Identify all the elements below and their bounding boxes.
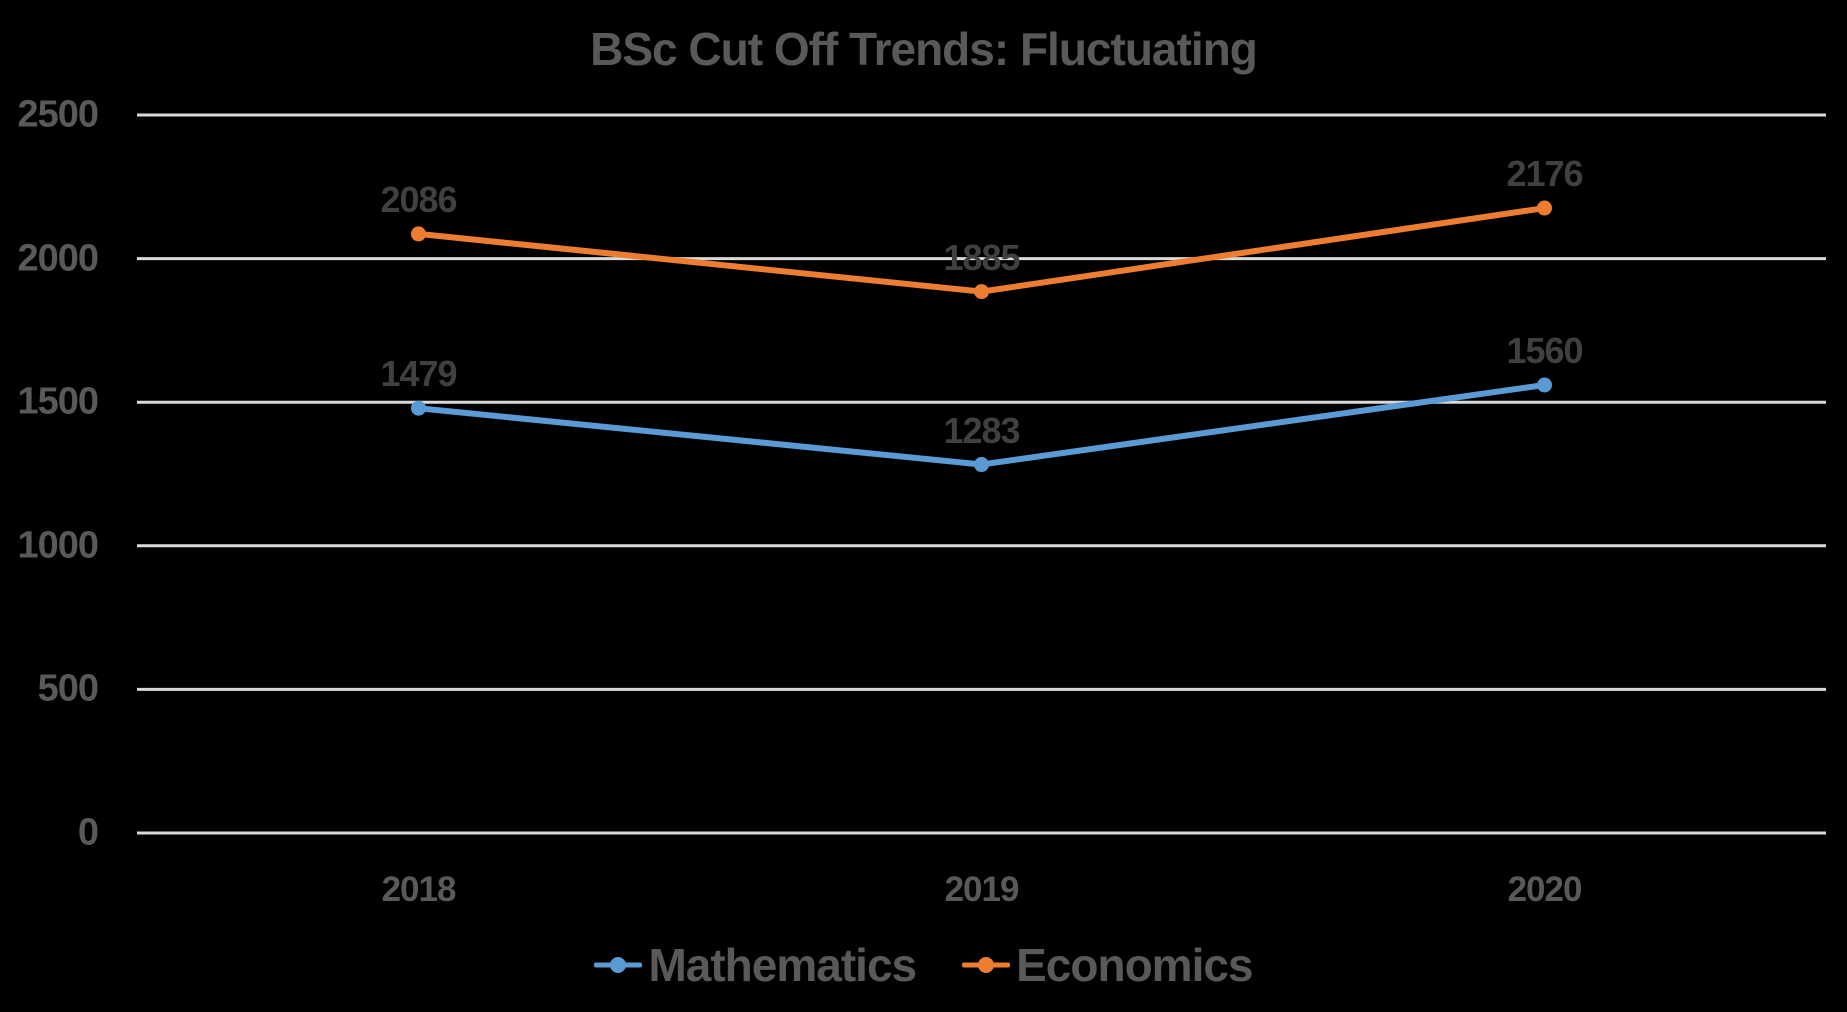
x-tick-label: 2019 xyxy=(944,870,1020,909)
marker-economics-2020 xyxy=(1537,200,1552,216)
x-tick-label: 2020 xyxy=(1507,870,1583,909)
y-tick-label: 500 xyxy=(37,667,99,710)
marker-mathematics-2018 xyxy=(411,400,426,416)
chart-title: BSc Cut Off Trends: Fluctuating xyxy=(590,23,1258,75)
data-label-economics-2020: 2176 xyxy=(1506,153,1583,195)
legend-label: Mathematics xyxy=(648,939,917,991)
marker-mathematics-2020 xyxy=(1537,377,1552,393)
marker-economics-2019 xyxy=(974,284,989,300)
marker-economics-2018 xyxy=(411,226,426,242)
data-label-mathematics-2019: 1283 xyxy=(943,409,1020,451)
data-label-economics-2018: 2086 xyxy=(380,178,457,220)
y-tick-label: 2500 xyxy=(17,93,99,136)
y-tick-label: 0 xyxy=(77,811,99,854)
y-tick-label: 1000 xyxy=(17,524,99,567)
y-tick-label: 2000 xyxy=(17,237,99,280)
y-tick-label: 1500 xyxy=(17,380,99,423)
data-label-economics-2019: 1885 xyxy=(943,236,1020,278)
legend-line-marker-icon xyxy=(594,956,643,974)
data-label-mathematics-2020: 1560 xyxy=(1506,329,1583,371)
legend-line-marker-icon xyxy=(962,956,1011,974)
legend-item-mathematics: Mathematics xyxy=(594,938,917,992)
legend-label: Economics xyxy=(1016,939,1253,991)
legend: Mathematics Economics xyxy=(0,935,1847,995)
legend-item-economics: Economics xyxy=(962,938,1254,992)
x-tick-label: 2018 xyxy=(381,870,457,909)
marker-mathematics-2019 xyxy=(974,457,989,473)
data-label-mathematics-2018: 1479 xyxy=(380,353,457,395)
